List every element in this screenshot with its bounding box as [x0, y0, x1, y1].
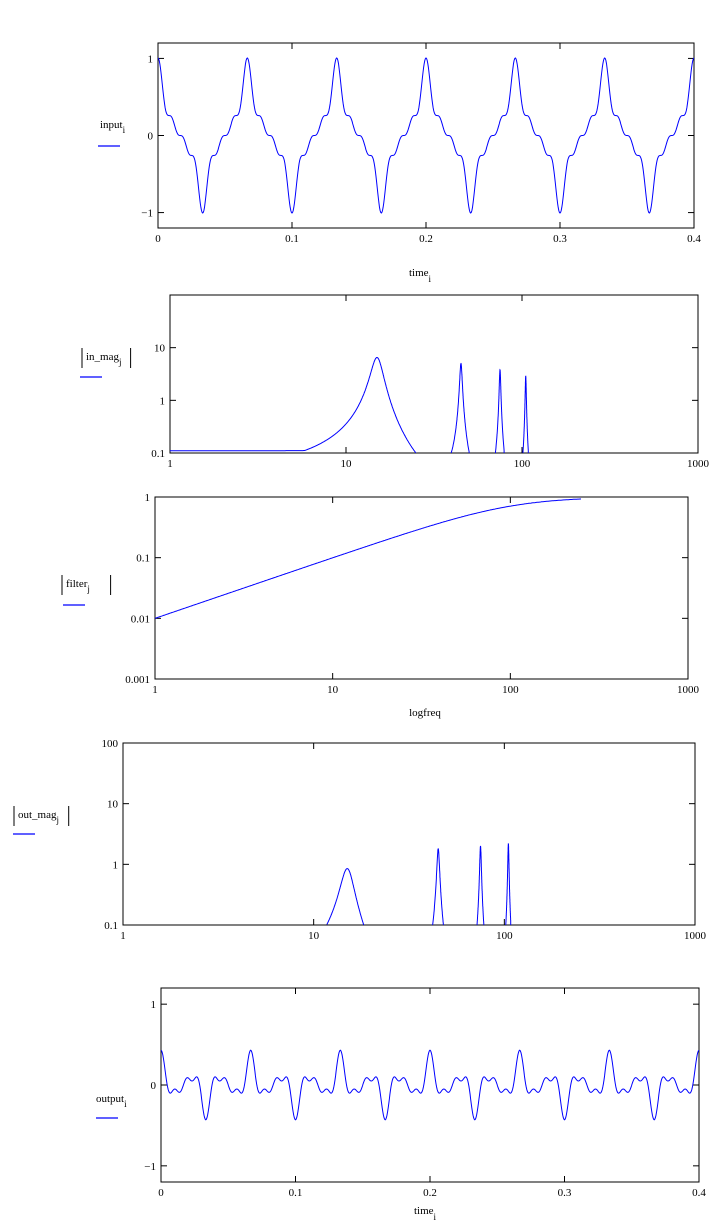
x-tick-label: 0.3: [558, 1187, 572, 1199]
series-trace: [170, 357, 529, 453]
x-tick-label: 1: [167, 458, 173, 470]
y-tick-label: 0.1: [104, 920, 118, 932]
y-tick-label: 1: [151, 999, 157, 1011]
plot-frame: [160, 987, 700, 1183]
y-tick-label: 0.1: [151, 448, 165, 460]
x-tick-label: 100: [496, 930, 513, 942]
output-time-chart: 0 0.1 0.2 0.3 0.4 1 0 −1 outputi timei: [96, 987, 706, 1222]
x-axis-label-subscript: i: [434, 1212, 437, 1222]
y-tick-label: 10: [154, 343, 166, 355]
x-tick-label: 100: [502, 684, 519, 696]
series-trace: [161, 1049, 699, 1121]
y-tick-label: −1: [141, 208, 153, 220]
y-axis-label: outputi: [96, 1093, 127, 1109]
x-axis-label: timei: [409, 267, 432, 284]
y-axis-label-subscript: j: [56, 815, 60, 825]
y-tick-label: 1: [113, 859, 119, 871]
y-axis-label: inputi: [100, 119, 126, 135]
plot-frame: [122, 742, 696, 926]
plot-frame: [157, 42, 695, 229]
plot-frame: [169, 294, 699, 454]
y-tick-label: 0: [151, 1080, 157, 1092]
series-trace: [158, 57, 694, 214]
y-axis-label-subscript: j: [86, 584, 90, 594]
y-tick-label: 100: [102, 738, 119, 750]
y-tick-label: 1: [145, 492, 151, 504]
y-tick-label: 0.1: [136, 553, 150, 565]
x-tick-label: 0.4: [692, 1187, 706, 1199]
plot-frame: [154, 496, 689, 680]
y-tick-label: 1: [148, 53, 154, 65]
y-tick-label: 0.001: [125, 674, 150, 686]
filter-response-chart: 1 10 100 1000 1 0.1 0.01 0.001 filterj logfreq: [61, 492, 700, 719]
y-tick-label: 0.01: [131, 613, 150, 625]
y-axis-label-subscript: i: [124, 1099, 127, 1109]
y-axis-label-subscript: i: [123, 125, 126, 135]
x-tick-label: 1: [152, 684, 158, 696]
x-tick-label: 1000: [687, 458, 710, 470]
x-tick-label: 1000: [684, 930, 707, 942]
y-tick-label: 1: [160, 395, 166, 407]
x-tick-label: 1: [120, 930, 126, 942]
x-axis-label: logfreq: [409, 707, 441, 719]
x-axis-label-subscript: i: [429, 274, 432, 284]
y-axis-label: in_magj: [86, 351, 122, 367]
y-tick-label: 0: [148, 131, 154, 143]
x-tick-label: 10: [308, 930, 320, 942]
x-tick-label: 100: [514, 458, 531, 470]
x-tick-label: 0.1: [285, 233, 299, 245]
x-tick-label: 0: [158, 1187, 164, 1199]
y-tick-label: −1: [144, 1161, 156, 1173]
x-tick-label: 0.1: [289, 1187, 303, 1199]
x-tick-label: 0.2: [419, 233, 433, 245]
y-tick-label: 10: [107, 799, 119, 811]
x-tick-label: 10: [327, 684, 339, 696]
x-tick-label: 0.4: [687, 233, 701, 245]
x-tick-label: 0.2: [423, 1187, 437, 1199]
series-trace: [155, 498, 581, 619]
x-tick-label: 0.3: [553, 233, 567, 245]
x-tick-label: 10: [341, 458, 353, 470]
input-time-chart: 0 0.1 0.2 0.3 0.4 1 0 −1 inputi timei: [98, 42, 701, 284]
series-trace: [326, 843, 512, 925]
x-tick-label: 0: [155, 233, 161, 245]
x-axis-label: timei: [414, 1205, 437, 1222]
x-tick-label: 1000: [677, 684, 700, 696]
y-axis-label-subscript: j: [118, 357, 122, 367]
y-axis-label: out_magj: [18, 809, 59, 825]
y-axis-label: filterj: [66, 578, 90, 594]
